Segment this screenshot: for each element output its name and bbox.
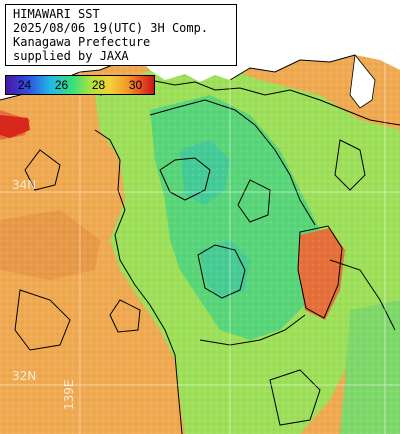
land-peninsula (349, 54, 376, 109)
map-title-box: HIMAWARI SST 2025/08/06 19(UTC) 3H Comp.… (5, 4, 237, 66)
legend-tick-24: 24 (17, 78, 32, 92)
isotherm-contours (0, 54, 400, 434)
lat-label-34n: 34N (12, 178, 37, 192)
temperature-legend: 24 26 28 30 (5, 75, 155, 95)
title-line-2: 2025/08/06 19(UTC) 3H Comp. (13, 21, 209, 35)
title-line-1: HIMAWARI SST (13, 7, 100, 21)
land-honshu-north (238, 0, 400, 55)
lon-label-139e: 139E (62, 379, 76, 411)
title-line-3: Kanagawa Prefecture (13, 35, 151, 49)
legend-tick-28: 28 (91, 78, 106, 92)
lat-label-32n: 32N (12, 369, 37, 383)
legend-tick-30: 30 (128, 78, 143, 92)
title-line-4: supplied by JAXA (13, 49, 129, 63)
legend-tick-26: 26 (54, 78, 69, 92)
hot-coastal-patch (0, 115, 30, 138)
